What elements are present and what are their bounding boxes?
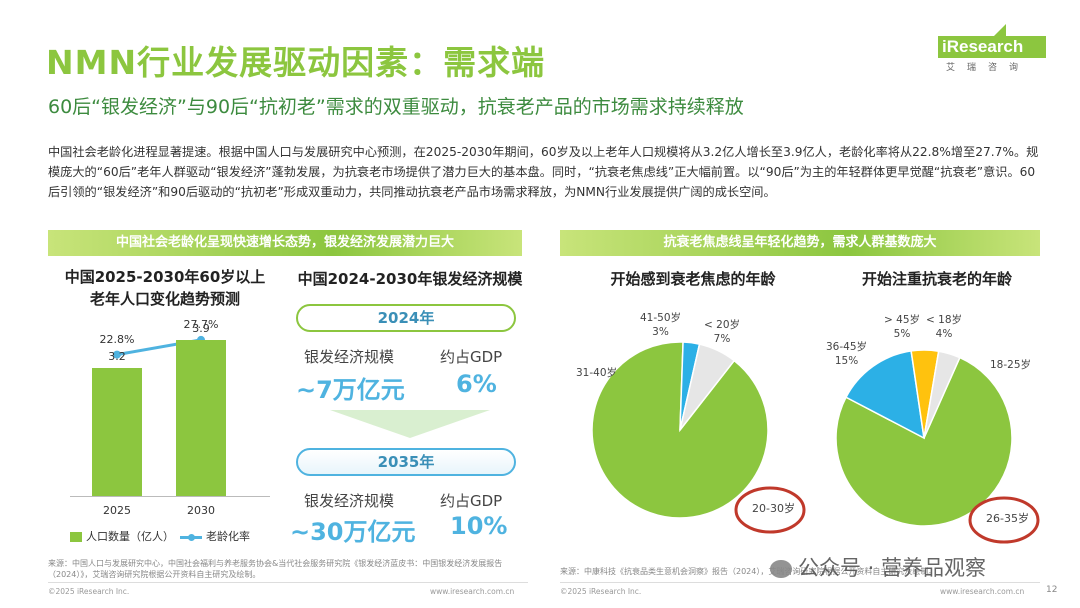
legend-line-label: 老龄化率 [206, 530, 250, 543]
logo-brand: iResearch [938, 36, 1046, 58]
x-tick-2025: 2025 [103, 504, 131, 517]
pie1-slice-0 [591, 341, 769, 519]
gdp-value-2024: 6% [456, 370, 497, 398]
population-bar-2030 [176, 340, 226, 496]
pie1-label-31-40: 31-40岁 [576, 367, 618, 379]
aging-rate-value-2025: 22.8% [99, 332, 135, 346]
legend-population: 人口数量（亿人） [70, 528, 174, 544]
scale-value-2024: ~7万亿元 [296, 376, 405, 404]
pie1-label-41-50: 41-50岁 3% [640, 312, 682, 338]
page-number: 12 [1046, 585, 1058, 595]
pie2-slice-3 [910, 349, 940, 439]
scale-value-2035: ~30万亿元 [290, 518, 416, 546]
footer-divider-right [560, 582, 1040, 583]
silver-economy-title: 中国2024-2030年银发经济规模 [297, 270, 523, 288]
pie1-label-20-30: 20-30岁 [752, 502, 795, 515]
copyright-left: ©2025 iResearch Inc. [48, 587, 130, 596]
x-tick-2030: 2030 [187, 504, 215, 517]
gdp-label-2035: 约占GDP [440, 492, 503, 510]
population-chart-title: 中国2025-2030年60岁以上老年人口变化趋势预测 [64, 268, 266, 308]
scale-label-2024: 银发经济规模 [304, 348, 395, 366]
left-section-banner: 中国社会老龄化呈现快速增长态势，银发经济发展潜力巨大 [48, 230, 522, 256]
pie1-title: 开始感到衰老焦虑的年龄 [610, 270, 776, 288]
population-value-2025: 3.2 [108, 350, 126, 363]
wechat-icon [770, 560, 792, 578]
pie2-slice-0 [835, 356, 1013, 527]
page-title: NMN行业发展驱动因素：需求端 [46, 43, 546, 82]
page-subtitle: 60后“银发经济”与90后“抗初老”需求的双重驱动，抗衰老产品的市场需求持续释放 [48, 96, 744, 118]
aging-rate-value-2030: 27.7% [183, 317, 219, 331]
legend-line-swatch [180, 533, 202, 541]
year-2024-pill: 2024年 [296, 304, 516, 332]
watermark-text: 公众号 · 营养品观察 [798, 556, 987, 580]
pie2-label-18-25: 18-25岁 [990, 359, 1032, 371]
footer-divider-left [48, 582, 528, 583]
pie2-label-36-45: 36-45岁 15% [826, 341, 868, 367]
pie1-label-under20: < 20岁 7% [704, 319, 740, 345]
pie2-label-over45: > 45岁 5% [884, 314, 920, 340]
logo-subtitle: 艾瑞咨询 [946, 63, 1031, 73]
year-2035-pill: 2035年 [296, 448, 516, 476]
right-section-banner: 抗衰老焦虑线呈年轻化趋势，需求人群基数庞大 [560, 230, 1040, 256]
footnote-left: 来源：中国人口与发展研究中心，中国社会福利与养老服务协会&当代社会服务研究院《银… [48, 559, 503, 579]
website-left: www.iresearch.com.cn [430, 587, 515, 596]
pie1-slice-2 [679, 341, 701, 431]
pie2-title: 开始注重抗衰老的年龄 [861, 270, 1012, 288]
summary-paragraph: 中国社会老龄化进程显著提速。根据中国人口与发展研究中心预测，在2025-2030… [48, 145, 1039, 199]
website-right: www.iresearch.com.cn [940, 587, 1025, 596]
gdp-label-2024: 约占GDP [440, 348, 503, 366]
chart-baseline [70, 496, 270, 497]
pie2-slice-4 [923, 350, 961, 439]
legend-bar-swatch [70, 532, 82, 542]
legend-bar-label: 人口数量（亿人） [86, 530, 174, 543]
copyright-right: ©2025 iResearch Inc. [560, 587, 642, 596]
pie2-label-26-35: 26-35岁 [986, 512, 1029, 525]
down-arrow-icon [330, 410, 490, 438]
footnote-right: 来源：中康科技《抗衰品类生意机会洞察》报告（2024），艾瑞咨询研究院根据公开资… [560, 567, 937, 576]
wechat-watermark: 公众号 · 营养品观察 [770, 552, 986, 582]
scale-label-2035: 银发经济规模 [304, 492, 395, 510]
gdp-value-2035: 10% [450, 512, 508, 540]
population-value-2030: 3.9 [192, 322, 210, 335]
iresearch-logo: iResearch 艾瑞咨询 [938, 24, 1048, 73]
population-bar-2025 [92, 368, 142, 496]
pie1-slice-3 [679, 343, 736, 431]
legend-aging-rate: 老龄化率 [180, 528, 250, 544]
pie2-label-under18: < 18岁 4% [926, 314, 962, 340]
